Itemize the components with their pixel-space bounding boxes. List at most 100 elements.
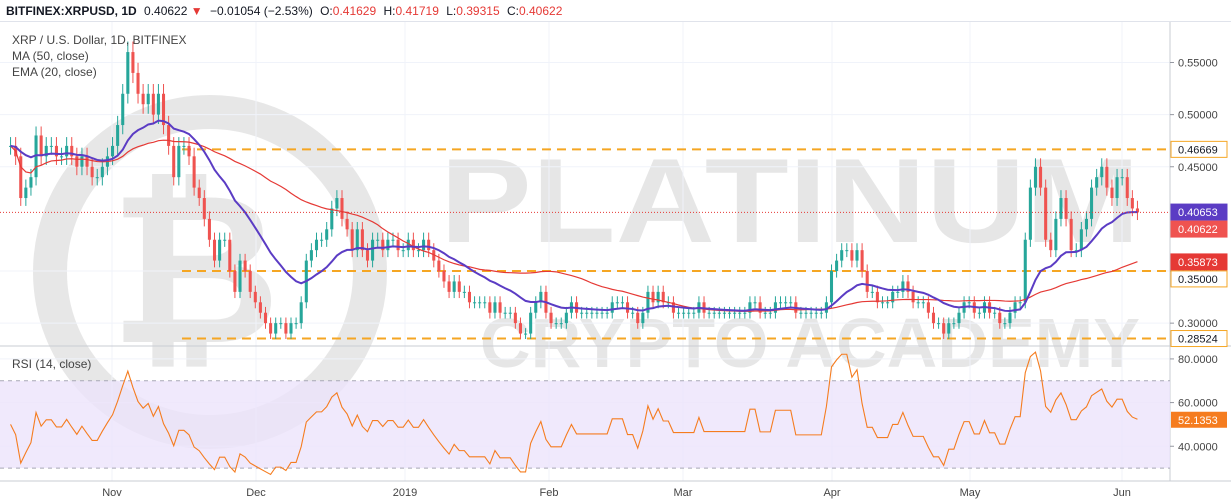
candle — [411, 232, 415, 258]
high-label: H: — [383, 4, 396, 18]
candle — [758, 296, 762, 319]
time-axis[interactable]: Nov Dec 2019 Feb Mar Apr May Jun — [102, 487, 1131, 499]
candle — [646, 285, 650, 319]
candle — [212, 232, 217, 268]
candle — [952, 317, 956, 329]
candle — [911, 285, 915, 309]
candle — [626, 296, 630, 319]
candle — [202, 190, 206, 227]
candle — [778, 296, 783, 309]
candle — [493, 296, 497, 319]
price-tag: 0.28524 — [1170, 330, 1228, 348]
candle — [845, 243, 849, 258]
price-tick-label: 0.45000 — [1178, 162, 1218, 174]
open-value: 0.41629 — [332, 4, 377, 18]
candle — [248, 264, 252, 299]
price-tick-label: 0.55000 — [1178, 57, 1218, 69]
candle — [126, 41, 130, 104]
rsi-tick-label: 80.0000 — [1178, 354, 1218, 366]
candle — [151, 84, 155, 125]
candle — [835, 253, 839, 278]
candle — [182, 137, 186, 155]
price-tag-text: 0.40653 — [1178, 207, 1218, 219]
candle — [1064, 190, 1068, 227]
candle — [529, 306, 533, 340]
candle — [258, 296, 262, 319]
candle — [1079, 221, 1083, 258]
candle — [340, 190, 344, 227]
candle — [753, 296, 757, 309]
candle — [299, 296, 303, 329]
candle — [253, 285, 257, 309]
candle — [467, 285, 471, 309]
candle — [381, 232, 385, 258]
candle — [371, 232, 375, 268]
rsi-value-text: 52.1353 — [1178, 415, 1218, 427]
candle — [1100, 158, 1104, 186]
price-tag-text: 0.35873 — [1178, 257, 1218, 269]
candle — [942, 317, 946, 340]
candle — [784, 296, 788, 309]
candle — [65, 137, 69, 165]
price-chart[interactable]: ₿ PLATINUM CRYPTO ACADEMY XRP / U.S. Dol… — [0, 22, 1231, 503]
candle — [355, 221, 359, 258]
time-tick-label: Jun — [1113, 487, 1131, 499]
candle — [549, 306, 553, 329]
candle — [131, 41, 135, 84]
candle — [452, 275, 456, 299]
candle — [19, 147, 23, 206]
candle — [743, 306, 747, 319]
price-tag-text: 0.28524 — [1178, 334, 1218, 346]
candle — [1095, 168, 1099, 196]
candle — [615, 296, 619, 309]
candle — [768, 306, 772, 319]
time-tick-label: Mar — [674, 487, 693, 499]
rsi-tick-label: 60.0000 — [1178, 398, 1218, 410]
close-label: C: — [506, 4, 519, 18]
candle — [376, 232, 380, 247]
candle — [365, 243, 370, 268]
candle — [1013, 296, 1017, 319]
candle — [177, 137, 181, 186]
price-tag: 0.40653 — [1170, 203, 1228, 221]
candle — [559, 317, 563, 329]
candle — [274, 317, 278, 340]
candle — [263, 306, 268, 329]
price-tag: 0.35873 — [1170, 253, 1228, 271]
candle — [330, 200, 334, 237]
candle — [998, 306, 1002, 329]
candle — [39, 126, 43, 165]
price-change: −0.01054 (−2.53%) — [210, 4, 313, 18]
candle — [498, 296, 502, 319]
candle — [656, 285, 660, 309]
candle — [156, 84, 160, 125]
candle — [243, 253, 247, 278]
candle — [233, 264, 237, 299]
price-tag: 0.35000 — [1170, 270, 1228, 288]
candle — [422, 232, 426, 258]
candle — [977, 306, 981, 319]
ma50-legend: MA (50, close) — [12, 49, 89, 63]
rsi-axis[interactable]: 80.0000 60.0000 40.0000 — [1170, 354, 1218, 453]
rsi-band — [0, 380, 1170, 469]
rsi-value-tag: 52.1353 — [1171, 411, 1227, 428]
candle — [462, 285, 466, 299]
candle — [1115, 168, 1119, 206]
candle — [483, 296, 487, 309]
candle — [457, 275, 461, 299]
candle — [1023, 232, 1027, 309]
price-tag: 0.46669 — [1170, 140, 1228, 158]
candle — [136, 62, 140, 104]
price-tags: 52.1353 0.46669 0.40653 0.40622 0.35873 0.350… — [1170, 140, 1228, 428]
candle — [518, 317, 522, 340]
candle — [24, 179, 28, 206]
candle — [289, 317, 293, 340]
rsi-title: RSI (14, close) — [12, 357, 91, 371]
price-tag-text: 0.35000 — [1178, 274, 1218, 286]
candle — [896, 285, 900, 299]
candle — [350, 221, 354, 258]
candle — [840, 243, 844, 268]
candle — [314, 232, 319, 258]
time-tick-label: Nov — [102, 487, 122, 499]
candle — [855, 243, 859, 268]
